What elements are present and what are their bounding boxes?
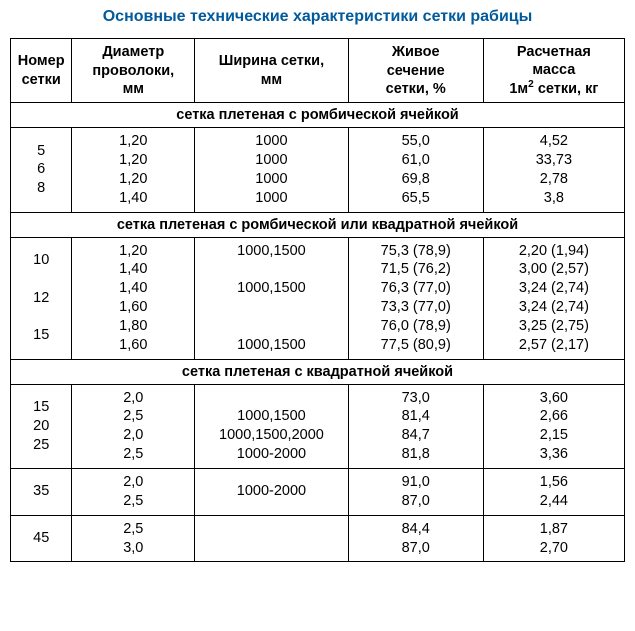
cell-live: 55,061,069,865,5 <box>348 128 483 212</box>
cell-live: 84,487,0 <box>348 515 483 562</box>
table-row: 152025 2,02,52,02,5 1000,15001000,1500,2… <box>11 384 625 468</box>
section-header-row: сетка плетеная с ромбической ячейкой <box>11 103 625 128</box>
cell-mass: 3,602,662,153,36 <box>483 384 624 468</box>
cell-mass: 2,20 (1,94)3,00 (2,57)3,24 (2,74)3,24 (2… <box>483 237 624 359</box>
header-diameter: Диаметр проволоки, мм <box>72 39 195 103</box>
cell-live: 73,081,484,781,8 <box>348 384 483 468</box>
section1-title: сетка плетеная с ромбической ячейкой <box>11 103 625 128</box>
section2-title: сетка плетеная с ромбической или квадрат… <box>11 212 625 237</box>
table-row: 10 12 15 1,201,401,401,601,801,60 1000,1… <box>11 237 625 359</box>
header-mass: Расчетная масса 1м2 сетки, кг <box>483 39 624 103</box>
cell-width: 1000-2000 <box>195 469 349 516</box>
section-header-row: сетка плетеная с квадратной ячейкой <box>11 359 625 384</box>
cell-width: 1000100010001000 <box>195 128 349 212</box>
cell-num: 45 <box>11 515 72 562</box>
cell-live: 75,3 (78,9)71,5 (76,2)76,3 (77,0)73,3 (7… <box>348 237 483 359</box>
cell-num: 10 12 15 <box>11 237 72 359</box>
cell-mass: 1,872,70 <box>483 515 624 562</box>
cell-mass: 4,5233,732,783,8 <box>483 128 624 212</box>
cell-width: 1000,1500 1000,1500 1000,1500 <box>195 237 349 359</box>
page-title: Основные технические характеристики сетк… <box>10 8 625 26</box>
header-width: Ширина сетки, мм <box>195 39 349 103</box>
cell-mass: 1,562,44 <box>483 469 624 516</box>
cell-diam: 1,201,401,401,601,801,60 <box>72 237 195 359</box>
cell-live: 91,087,0 <box>348 469 483 516</box>
cell-num: 568 <box>11 128 72 212</box>
table-row: 35 2,02,5 1000-2000 91,087,0 1,562,44 <box>11 469 625 516</box>
cell-diam: 2,02,52,02,5 <box>72 384 195 468</box>
cell-diam: 2,02,5 <box>72 469 195 516</box>
table-row: 568 1,201,201,201,40 1000100010001000 55… <box>11 128 625 212</box>
header-row: Номер сетки Диаметр проволоки, мм Ширина… <box>11 39 625 103</box>
cell-diam: 2,53,0 <box>72 515 195 562</box>
header-live: Живое сечение сетки, % <box>348 39 483 103</box>
cell-diam: 1,201,201,201,40 <box>72 128 195 212</box>
section-header-row: сетка плетеная с ромбической или квадрат… <box>11 212 625 237</box>
cell-width <box>195 515 349 562</box>
spec-table: Номер сетки Диаметр проволоки, мм Ширина… <box>10 38 625 562</box>
header-num: Номер сетки <box>11 39 72 103</box>
cell-num: 35 <box>11 469 72 516</box>
cell-width: 1000,15001000,1500,20001000-2000 <box>195 384 349 468</box>
cell-num: 152025 <box>11 384 72 468</box>
section3-title: сетка плетеная с квадратной ячейкой <box>11 359 625 384</box>
table-row: 45 2,53,0 84,487,0 1,872,70 <box>11 515 625 562</box>
